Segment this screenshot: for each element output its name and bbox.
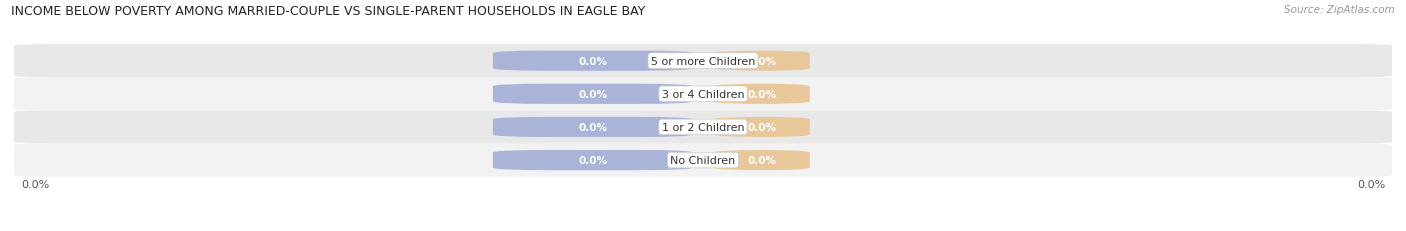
FancyBboxPatch shape [494,150,693,170]
FancyBboxPatch shape [713,51,810,71]
FancyBboxPatch shape [713,117,810,137]
Text: Source: ZipAtlas.com: Source: ZipAtlas.com [1284,5,1395,15]
FancyBboxPatch shape [14,45,1392,78]
FancyBboxPatch shape [494,84,693,104]
Text: 0.0%: 0.0% [1357,179,1385,189]
Text: 0.0%: 0.0% [578,89,607,99]
Text: 0.0%: 0.0% [747,56,776,66]
Text: 3 or 4 Children: 3 or 4 Children [662,89,744,99]
Text: 0.0%: 0.0% [747,155,776,165]
FancyBboxPatch shape [14,78,1392,111]
Text: 0.0%: 0.0% [578,155,607,165]
Text: 0.0%: 0.0% [747,122,776,132]
Text: 0.0%: 0.0% [578,122,607,132]
FancyBboxPatch shape [14,144,1392,177]
Text: No Children: No Children [671,155,735,165]
Text: 0.0%: 0.0% [21,179,49,189]
FancyBboxPatch shape [14,111,1392,144]
Text: INCOME BELOW POVERTY AMONG MARRIED-COUPLE VS SINGLE-PARENT HOUSEHOLDS IN EAGLE B: INCOME BELOW POVERTY AMONG MARRIED-COUPL… [11,5,645,18]
FancyBboxPatch shape [494,117,693,137]
Text: 0.0%: 0.0% [578,56,607,66]
Text: 5 or more Children: 5 or more Children [651,56,755,66]
Text: 1 or 2 Children: 1 or 2 Children [662,122,744,132]
FancyBboxPatch shape [713,84,810,104]
FancyBboxPatch shape [494,51,693,71]
FancyBboxPatch shape [713,150,810,170]
Text: 0.0%: 0.0% [747,89,776,99]
